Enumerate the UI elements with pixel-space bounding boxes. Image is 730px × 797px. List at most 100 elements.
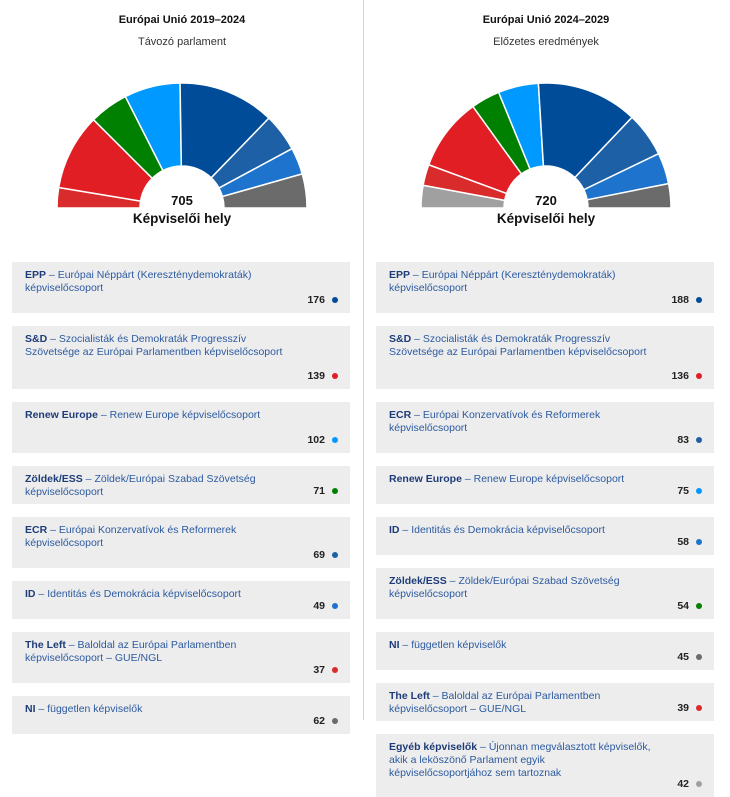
party-abbr: EPP [25, 269, 47, 281]
party-abbr: ECR [25, 524, 48, 536]
party-description: Baloldal az Európai Parlamentben képvise… [389, 690, 601, 715]
legend-row-ecr[interactable]: ECR – Európai Konzervatívok és Reformere… [376, 402, 714, 453]
party-separator: – [35, 703, 48, 715]
party-color-dot [696, 781, 702, 787]
legend-row-ni[interactable]: NI – független képviselők 62 [12, 696, 350, 734]
party-abbr: Zöldek/ESS [25, 473, 83, 485]
seat-count: 102 [307, 434, 325, 446]
chart-title: Európai Unió 2024–2029 [482, 14, 610, 26]
party-separator: – [47, 524, 59, 536]
legend-row-epp[interactable]: EPP – Európai Néppárt (Kereszténydemokra… [376, 262, 714, 313]
party-separator: – [97, 409, 110, 421]
party-separator: – [47, 333, 59, 345]
legend-row-sandd[interactable]: S&D – Szocialisták és Demokraták Progres… [376, 326, 714, 389]
seat-count: 58 [677, 536, 689, 548]
party-description: Identitás és Demokrácia képviselőcsoport [47, 588, 241, 600]
seat-count: 136 [671, 370, 689, 382]
party-abbr: Egyéb képviselők [389, 741, 478, 753]
party-description: független képviselők [411, 639, 507, 651]
party-name: NI – független képviselők [389, 639, 651, 652]
party-name: ID – Identitás és Demokrácia képviselőcs… [25, 588, 287, 601]
legend-row-id[interactable]: ID – Identitás és Demokrácia képviselőcs… [376, 517, 714, 555]
legend-row-sandd[interactable]: S&D – Szocialisták és Demokraták Progres… [12, 326, 350, 389]
seat-count: 176 [307, 294, 325, 306]
party-description: Szocialisták és Demokraták Progresszív S… [25, 333, 283, 358]
party-description: független képviselők [47, 703, 143, 715]
legend-row-id[interactable]: ID – Identitás és Demokrácia képviselőcs… [12, 581, 350, 619]
legend-row-ni[interactable]: NI – független képviselők 45 [376, 632, 714, 670]
party-abbr: Renew Europe [25, 409, 98, 421]
party-abbr: ID [25, 588, 36, 600]
party-abbr: ECR [389, 409, 412, 421]
party-abbr: S&D [25, 333, 48, 345]
total-seats: 720 [535, 193, 557, 208]
party-description: Európai Néppárt (Kereszténydemokraták) k… [25, 269, 252, 294]
party-color-dot [696, 488, 702, 494]
party-name: Zöldek/ESS – Zöldek/Európai Szabad Szöve… [389, 575, 651, 601]
hemicycle-segment-epp [537, 82, 634, 179]
hemicycle-chart: 705 Képviselői hely [56, 82, 308, 226]
seat-count: 54 [677, 600, 689, 612]
party-color-dot [332, 437, 338, 443]
party-name: The Left – Baloldal az Európai Parlament… [389, 690, 651, 716]
party-abbr: NI [389, 639, 400, 651]
seat-count: 39 [677, 702, 689, 714]
party-color-dot [696, 705, 702, 711]
legend-row-epp[interactable]: EPP – Európai Néppárt (Kereszténydemokra… [12, 262, 350, 313]
party-name: EPP – Európai Néppárt (Kereszténydemokra… [389, 269, 651, 295]
seat-count: 139 [307, 370, 325, 382]
seat-count: 42 [677, 778, 689, 790]
seat-count: 83 [677, 434, 689, 446]
party-description: Renew Europe képviselőcsoport [473, 473, 625, 485]
party-color-dot [332, 373, 338, 379]
party-separator: – [399, 639, 412, 651]
party-abbr: Renew Europe [389, 473, 462, 485]
party-description: Renew Europe képviselőcsoport [109, 409, 261, 421]
party-color-dot [696, 437, 702, 443]
party-description: Zöldek/Európai Szabad Szövetség képvisel… [25, 473, 256, 498]
legend-row-renew-europe[interactable]: Renew Europe – Renew Europe képviselőcso… [12, 402, 350, 453]
chart-subtitle: Távozó parlament [137, 36, 227, 48]
party-separator: – [82, 473, 95, 485]
party-description: Identitás és Demokrácia képviselőcsoport [411, 524, 605, 536]
panel-divider [363, 0, 364, 720]
seat-count: 45 [677, 651, 689, 663]
party-color-dot [332, 552, 338, 558]
party-name: NI – független képviselők [25, 703, 287, 716]
party-description: Európai Konzervatívok és Reformerek képv… [389, 409, 601, 434]
hemicycle-segment-ni [586, 182, 672, 209]
chart-title: Európai Unió 2019–2024 [118, 14, 246, 26]
party-name: ECR – Európai Konzervatívok és Reformere… [25, 524, 287, 550]
party-name: EPP – Európai Néppárt (Kereszténydemokra… [25, 269, 287, 295]
party-description: Baloldal az Európai Parlamentben képvise… [25, 639, 237, 664]
party-separator: – [65, 639, 78, 651]
total-seats-label: Képviselői hely [133, 211, 232, 226]
legend-row-the-left[interactable]: The Left – Baloldal az Európai Parlament… [376, 683, 714, 721]
party-name: ID – Identitás és Demokrácia képviselőcs… [389, 524, 651, 537]
party-color-dot [332, 667, 338, 673]
party-abbr: S&D [389, 333, 412, 345]
party-color-dot [696, 603, 702, 609]
party-color-dot [696, 654, 702, 660]
legend-row-egyéb-képviselők[interactable]: Egyéb képviselők – Újonnan megválasztott… [376, 734, 714, 797]
panel-2024-2029: Európai Unió 2024–2029 Előzetes eredmény… [376, 0, 716, 797]
party-description: Európai Néppárt (Kereszténydemokraták) k… [389, 269, 616, 294]
party-abbr: The Left [25, 639, 66, 651]
legend-row-the-left[interactable]: The Left – Baloldal az Európai Parlament… [12, 632, 350, 683]
party-color-dot [332, 297, 338, 303]
legend-row-zöldek-ess[interactable]: Zöldek/ESS – Zöldek/Európai Szabad Szöve… [376, 568, 714, 619]
total-seats-label: Képviselői hely [497, 211, 596, 226]
legend-row-renew-europe[interactable]: Renew Europe – Renew Europe képviselőcso… [376, 466, 714, 504]
party-color-dot [696, 539, 702, 545]
legend-row-zöldek-ess[interactable]: Zöldek/ESS – Zöldek/Európai Szabad Szöve… [12, 466, 350, 504]
seat-count: 62 [313, 715, 325, 727]
seat-count: 69 [313, 549, 325, 561]
seat-count: 49 [313, 600, 325, 612]
party-separator: – [410, 269, 422, 281]
legend-row-ecr[interactable]: ECR – Európai Konzervatívok és Reformere… [12, 517, 350, 568]
party-color-dot [332, 603, 338, 609]
seat-count: 37 [313, 664, 325, 676]
panel-2019-2024: Európai Unió 2019–2024 Távozó parlament … [12, 0, 352, 734]
party-name: S&D – Szocialisták és Demokraták Progres… [389, 333, 651, 359]
party-separator: – [429, 690, 442, 702]
